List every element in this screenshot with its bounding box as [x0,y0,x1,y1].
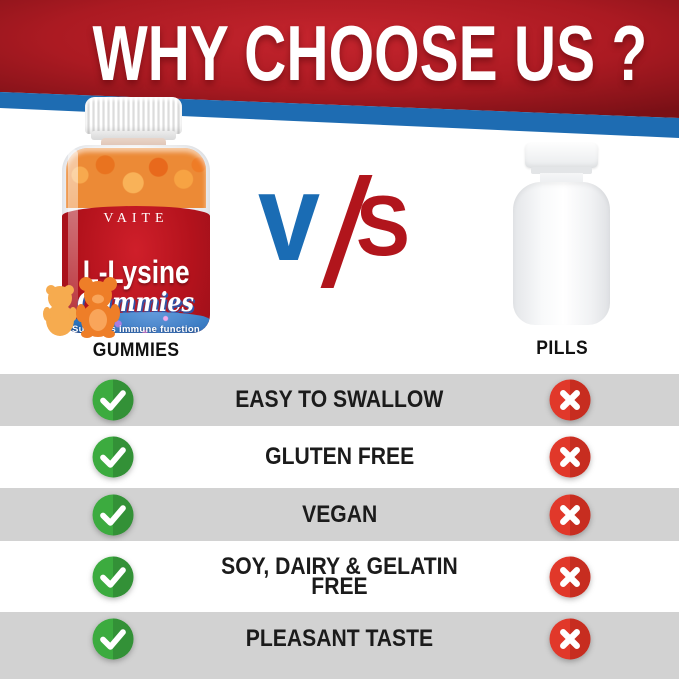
versus-s: S [356,179,410,274]
versus-v: v [258,149,321,287]
comparison-table: EASY TO SWALLOW GLUTEN FREE [0,374,679,679]
table-row: EASY TO SWALLOW [0,374,679,426]
feature-label: SOY, DAIRY & GELATIN FREE [221,552,458,600]
table-row: GLUTEN FREE [0,426,679,488]
feature-label: PLEASANT TASTE [245,625,434,652]
check-icon [92,379,134,421]
product-tagline: Supports immune function [71,324,201,333]
gummies-bottle-cap-lip [91,131,176,140]
pills-bottle-cap [525,143,598,168]
cross-icon [549,556,591,598]
cross-icon [549,436,591,478]
gummies-bottle-body: VAITE L-Lysine Gummies Supports immune f… [62,145,210,333]
table-row: PLEASANT TASTE [0,612,679,679]
gummy-bears-icon [43,277,120,338]
gummies-bottle-cap [85,97,182,134]
check-icon [92,556,134,598]
pills-bottle-body [513,182,610,325]
gummies-bottle-label: VAITE L-Lysine Gummies Supports immune f… [62,206,210,333]
cross-icon [549,379,591,421]
table-row: VEGAN [0,488,679,541]
check-icon [92,436,134,478]
gummies-caption: GUMMIES [92,340,180,361]
table-row: SOY, DAIRY & GELATIN FREE [0,541,679,612]
gummies-bottle: VAITE L-Lysine Gummies Supports immune f… [62,97,210,333]
bottle-shine [68,149,78,319]
feature-label: GLUTEN FREE [264,443,415,470]
versus-graphic: v S [258,156,418,302]
cross-icon [549,494,591,536]
page-title: WHY CHOOSE US ? [92,9,648,97]
gummies-visible-top [66,148,206,208]
check-icon [92,494,134,536]
brand-name: VAITE [103,211,169,226]
feature-label: VEGAN [301,500,378,528]
pills-caption: PILLS [536,338,588,359]
red-banner-shape [0,0,679,118]
pills-bottle-cap-lip [531,167,592,174]
feature-label: EASY TO SWALLOW [235,386,444,413]
cross-icon [549,618,591,660]
check-icon [92,618,134,660]
pills-bottle-neck [540,173,583,184]
pills-bottle [513,143,610,325]
